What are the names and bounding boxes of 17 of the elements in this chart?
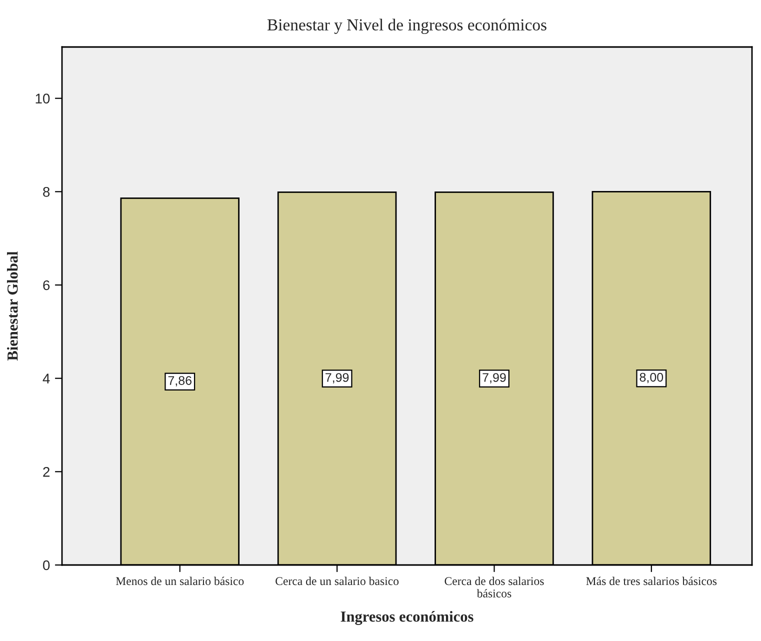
y-tick-label: 8 <box>43 187 50 197</box>
y-tick-label: 6 <box>43 280 50 290</box>
data-label: 7,86 <box>168 376 192 386</box>
y-tick-label: 2 <box>43 467 50 477</box>
x-tick-label: Cerca de dos salarios básicos <box>444 576 544 598</box>
y-tick-label: 10 <box>36 94 50 104</box>
data-label: 7,99 <box>326 373 349 384</box>
y-tick-label: 4 <box>42 374 50 384</box>
x-axis-title: Ingresos económicos <box>340 610 474 625</box>
y-axis-title: Bienestar Global <box>7 251 18 361</box>
x-tick-label: Cerca de un salario basico <box>276 576 399 586</box>
x-tick-label: Más de tres salarios básicos <box>586 576 717 586</box>
chart-title: Bienestar y Nivel de ingresos económicos <box>267 18 546 34</box>
data-label: 7,99 <box>482 373 506 384</box>
data-label: 8,00 <box>640 372 664 384</box>
x-tick-label: Menos de un salario básico <box>116 576 244 586</box>
y-tick-label: 0 <box>43 560 50 570</box>
